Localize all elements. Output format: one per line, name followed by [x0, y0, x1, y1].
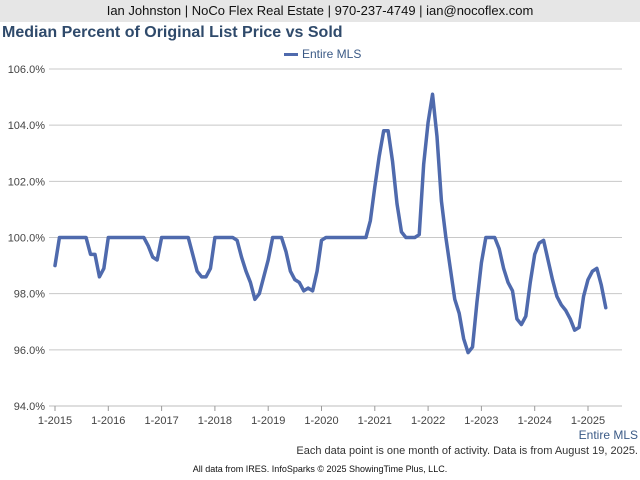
- x-tick-label: 1-2015: [38, 415, 72, 427]
- x-tick-label: 1-2021: [358, 415, 392, 427]
- x-tick-label: 1-2025: [571, 415, 605, 427]
- x-tick-label: 1-2022: [411, 415, 445, 427]
- x-tick-label: 1-2019: [251, 415, 285, 427]
- y-tick-label: 100.0%: [8, 233, 46, 245]
- y-tick-label: 98.0%: [14, 289, 45, 301]
- x-tick-label: 1-2018: [198, 415, 232, 427]
- x-tick-label: 1-2016: [91, 415, 125, 427]
- y-tick-label: 106.0%: [8, 64, 46, 76]
- y-tick-label: 96.0%: [14, 345, 45, 357]
- series-line-entire-mls: [53, 92, 608, 355]
- contact-header: Ian Johnston | NoCo Flex Real Estate | 9…: [0, 0, 640, 22]
- legend-entry: Entire MLS: [302, 47, 362, 61]
- chart-title: Median Percent of Original List Price vs…: [2, 24, 343, 41]
- source-credit: All data from IRES. InfoSparks © 2025 Sh…: [192, 464, 448, 474]
- data-note: Each data point is one month of activity…: [296, 445, 638, 457]
- x-tick-label: 1-2024: [518, 415, 552, 427]
- y-tick-label: 104.0%: [8, 120, 46, 132]
- y-tick-label: 94.0%: [14, 401, 45, 413]
- contact-text: Ian Johnston | NoCo Flex Real Estate | 9…: [106, 3, 534, 18]
- x-tick-label: 1-2017: [144, 415, 178, 427]
- y-tick-label: 102.0%: [8, 176, 46, 188]
- x-tick-label: 1-2020: [304, 415, 338, 427]
- legend-swatch: [284, 52, 298, 56]
- series-end-label: Entire MLS: [578, 428, 638, 442]
- chart-legend: Entire MLS: [284, 47, 361, 61]
- x-tick-label: 1-2023: [464, 415, 498, 427]
